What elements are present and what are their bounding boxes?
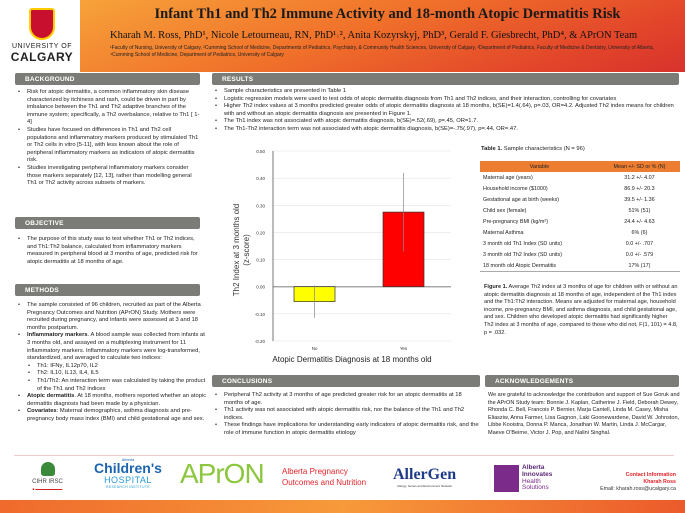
table-row: Pre-pregnancy BMI (kg/m²) 24.4 +/- 4.63 xyxy=(480,216,680,227)
value-cell: 17% (17) xyxy=(598,260,680,273)
list-item: Th1 activity was not associated with ato… xyxy=(214,407,479,422)
variable-cell: Pre-pregnancy BMI (kg/m²) xyxy=(483,219,549,226)
list-item: Studies have focused on differences in T… xyxy=(17,127,202,165)
list-item: Peripheral Th2 activity at 3 months of a… xyxy=(214,392,479,407)
alberta-innovates-mark-icon xyxy=(494,465,519,492)
acknowledgements-heading: ACKNOWLEDGEMENTS xyxy=(485,375,679,387)
value-cell: 39.5 +/- 1.36 xyxy=(624,196,655,203)
divider xyxy=(14,455,674,456)
cihr-logo: CIHR IRSC ■ ▬▬▬▬▬▬▬▬▬ xyxy=(10,462,85,491)
alberta-innovates-logo: Alberta Innovates Health Solutions xyxy=(522,464,553,492)
list-item: Inflammatory markers. A blood sample was… xyxy=(17,332,207,393)
variable-cell: Household income ($1000) xyxy=(483,185,548,192)
table-caption: Table 1. Sample characteristics (N = 96) xyxy=(481,146,585,152)
apron-logo: APrON xyxy=(180,458,265,489)
y-axis-label-unit: (z-score) xyxy=(242,234,251,266)
y-tick-label: 0.40 xyxy=(256,176,265,181)
list-item: Logistic regression models were used to … xyxy=(214,96,679,104)
y-tick-label: 0.00 xyxy=(256,285,265,290)
table-row: Maternal Asthma 6% (6) xyxy=(480,228,680,239)
list-item: Atopic dermatitis. At 18 months, mothers… xyxy=(17,393,207,408)
objective-heading: OBJECTIVE xyxy=(15,217,200,229)
university-of-calgary-logo: UNIVERSITY OF CALGARY xyxy=(10,8,74,64)
sub-item: Th1/Th2: An interaction term was calcula… xyxy=(27,378,207,393)
table-row: Child sex (female) 51% (51) xyxy=(480,205,680,216)
list-item: Higher Th2 index values at 3 months pred… xyxy=(214,103,679,118)
x-tick-label: Yes xyxy=(400,346,408,351)
footer-bar xyxy=(0,500,685,513)
childrens-hospital-logo: Alberta Children's HOSPITAL RESEARCH INS… xyxy=(94,457,162,489)
apron-name: Alberta Pregnancy Outcomes and Nutrition xyxy=(282,467,367,487)
sub-item: Th2: IL10, IL13, IL4, IL5 xyxy=(27,370,207,378)
contact-email[interactable]: Email: kharah.ross@ucalgary.ca xyxy=(600,486,676,492)
conclusions-list: Peripheral Th2 activity at 3 months of a… xyxy=(214,392,479,438)
list-item: The Th1-Th2 interaction term was not ass… xyxy=(214,126,679,134)
header-banner xyxy=(80,0,685,72)
table-row: 3 month old Th2 Index (SD units) 0.0 +/- … xyxy=(480,250,680,261)
list-item: Covariates: Maternal demographics, asthm… xyxy=(17,408,207,423)
contact-info: Contact Information Kharah Ross Email: k… xyxy=(580,472,676,493)
table-row: 3 month old Th1 Index (SD units) 0.0 +/- … xyxy=(480,239,680,250)
x-axis-label: Atopic Dermatitis Diagnosis at 18 months… xyxy=(272,355,431,364)
variable-cell: Child sex (female) xyxy=(483,207,527,214)
value-cell: 0.0 +/- .579 xyxy=(625,252,654,259)
table-row: Maternal age (years) 31.2 +/- 4.07 xyxy=(480,172,680,183)
sub-item: Th1: IFNγ, IL12p70, IL2 xyxy=(27,363,207,371)
objective-list: The purpose of this study was to test wh… xyxy=(17,236,202,266)
y-tick-label: -0.20 xyxy=(255,339,266,344)
figure-caption: Figure 1. Average Th2 index at 3 months … xyxy=(484,284,678,336)
variable-cell: 3 month old Th1 Index (SD units) xyxy=(483,241,563,248)
variable-cell: 18 month old Atopic Dermatitis xyxy=(480,260,599,273)
acknowledgements-text: We are grateful to acknowledge the contr… xyxy=(488,392,680,436)
list-item: Studies investigating peripheral inflamm… xyxy=(17,165,202,188)
list-item: The sample consisted of 96 children, rec… xyxy=(17,302,207,332)
table-row: Gestational age at birth (weeks) 39.5 +/-… xyxy=(480,194,680,205)
y-tick-label: 0.20 xyxy=(256,230,265,235)
sample-characteristics-table: Variable Mean +/- SD or % (N) Maternal ag… xyxy=(480,161,680,273)
variable-cell: Maternal age (years) xyxy=(483,174,533,181)
results-heading: RESULTS xyxy=(212,73,679,85)
crest-icon xyxy=(29,8,55,40)
methods-list: The sample consisted of 96 children, rec… xyxy=(17,302,207,424)
background-list: Risk for atopic dermatitis, a common inf… xyxy=(17,89,202,188)
table-row: Household income ($1000) 86.9 +/- 20.3 xyxy=(480,183,680,194)
maple-leaf-icon xyxy=(40,462,55,476)
value-cell: 31.2 +/- 4.07 xyxy=(624,174,655,181)
y-axis-label: Th2 Index at 3 months old xyxy=(232,204,241,297)
table-row: 18 month old Atopic Dermatitis 17% (17) xyxy=(480,260,680,273)
value-cell: 51% (51) xyxy=(628,207,651,214)
value-cell: 6% (6) xyxy=(631,230,648,237)
list-item: Risk for atopic dermatitis, a common inf… xyxy=(17,89,202,127)
poster-title: Infant Th1 and Th2 Immune Activity and 1… xyxy=(154,6,621,22)
value-cell: 0.0 +/- .707 xyxy=(625,241,654,248)
results-list: Sample characteristics are presented in … xyxy=(214,88,679,134)
methods-heading: METHODS xyxy=(15,284,200,296)
variable-cell: 3 month old Th2 Index (SD units) xyxy=(483,252,563,259)
y-tick-label: -0.10 xyxy=(255,312,266,317)
y-tick-label: 0.50 xyxy=(256,149,265,154)
value-cell: 86.9 +/- 20.3 xyxy=(624,185,655,192)
y-tick-label: 0.30 xyxy=(256,203,265,208)
affiliations: ¹Faculty of Nursing, University of Calga… xyxy=(110,45,654,58)
value-cell: 24.4 +/- 4.63 xyxy=(624,219,655,226)
x-tick-label: No xyxy=(312,346,318,351)
list-item: These findings have implications for und… xyxy=(214,422,479,437)
allergen-logo: AllerGen Allergy, Genes and Environment … xyxy=(393,466,457,488)
variable-cell: Gestational age at birth (weeks) xyxy=(483,196,560,203)
y-tick-label: 0.10 xyxy=(256,258,265,263)
list-item: Sample characteristics are presented in … xyxy=(214,88,679,96)
variable-cell: Maternal Asthma xyxy=(483,230,524,237)
list-item: The purpose of this study was to test wh… xyxy=(17,236,202,266)
authors: Kharah M. Ross, PhD¹, Nicole Letourneau,… xyxy=(110,30,638,41)
list-item: The Th1 index was not associated with at… xyxy=(214,118,679,126)
conclusions-heading: CONCLUSIONS xyxy=(212,375,480,387)
background-heading: BACKGROUND xyxy=(15,73,200,85)
